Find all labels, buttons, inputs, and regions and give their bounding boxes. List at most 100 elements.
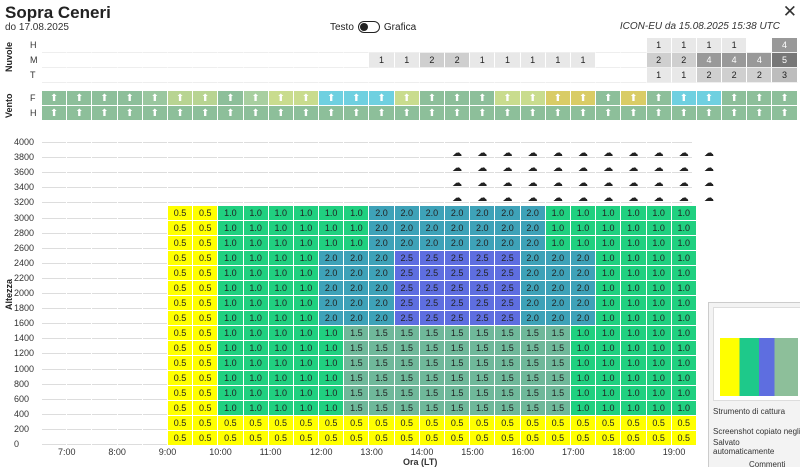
wind-arrow-icon: ⬆ — [117, 106, 143, 121]
thermal-cell: 1.0 — [243, 356, 269, 371]
thermal-cell: ☁ — [671, 191, 697, 206]
thermal-cell — [268, 161, 294, 176]
thermal-cell — [42, 191, 68, 206]
thermal-cell: 1.0 — [646, 386, 672, 401]
thermal-cell — [394, 176, 420, 191]
thermal-cell — [67, 236, 93, 251]
thermal-cell: 1.5 — [520, 326, 546, 341]
thermal-cell: 1.0 — [268, 206, 294, 221]
snip-notification[interactable]: Strumento di cattura Screenshot copiato … — [708, 302, 800, 469]
thermal-cell: 1.0 — [319, 386, 345, 401]
thermal-cell: 1.0 — [671, 236, 697, 251]
thermal-cell: 1.5 — [369, 401, 395, 416]
snip-thumbnail[interactable] — [713, 307, 800, 401]
thermal-cell — [142, 401, 168, 416]
close-icon[interactable]: ✕ — [782, 2, 797, 21]
thermal-cell — [193, 146, 219, 161]
thermal-cell — [319, 131, 345, 146]
thermal-cell — [67, 161, 93, 176]
cloud-cell — [495, 38, 521, 53]
wind-arrow-icon: ⬆ — [671, 91, 697, 106]
thermal-cell: 0.5 — [167, 371, 194, 386]
thermal-cell: 0.5 — [167, 311, 194, 326]
thermal-cell: 2.5 — [419, 251, 445, 266]
thermal-cell: 1.0 — [671, 326, 697, 341]
thermal-cell: 2.0 — [369, 221, 395, 236]
cloud-cell: 1 — [722, 38, 748, 53]
cloud-cell: 1 — [495, 53, 521, 68]
x-tick-label: 17:00 — [562, 447, 585, 457]
wind-arrow-icon: ⬆ — [772, 106, 798, 121]
wind-arrow-icon: ⬆ — [92, 91, 118, 106]
cloud-cell — [293, 68, 320, 83]
thermal-cell: 2.0 — [369, 236, 395, 251]
thermal-cell: 1.0 — [293, 251, 320, 266]
thermal-cell — [142, 251, 168, 266]
thermal-cell: 0.5 — [495, 431, 521, 446]
y-tick-label: 1600 — [14, 318, 35, 329]
vento-label: Vento — [4, 93, 14, 118]
thermal-cell — [344, 191, 370, 206]
thermal-cell: 1.0 — [218, 401, 244, 416]
toggle-switch[interactable] — [357, 21, 380, 33]
thermal-cell — [344, 161, 370, 176]
thermal-cell: 1.0 — [646, 341, 672, 356]
thermal-cell: 1.0 — [268, 386, 294, 401]
nuvole-label: Nuvole — [4, 41, 14, 72]
thermal-cell: 2.0 — [520, 296, 546, 311]
thermal-cell: 0.5 — [394, 416, 420, 431]
thermal-cell: 0.5 — [621, 416, 647, 431]
thermal-cell: 0.5 — [419, 431, 445, 446]
thermal-cell: 1.0 — [621, 266, 647, 281]
thermal-cell — [92, 386, 118, 401]
thermal-cell: 2.0 — [520, 281, 546, 296]
thermal-cell: 1.5 — [520, 401, 546, 416]
thermal-cell: 0.5 — [495, 416, 521, 431]
thermal-cell: 1.0 — [293, 236, 320, 251]
thermal-cell: 1.0 — [596, 326, 622, 341]
cloud-cell — [67, 38, 93, 53]
wind-arrow-icon: ⬆ — [42, 91, 68, 106]
wind-arrow-icon: ⬆ — [570, 106, 597, 121]
cloud-cell — [596, 38, 622, 53]
thermal-cell: 1.0 — [293, 401, 320, 416]
thermal-cell: 1.5 — [419, 341, 445, 356]
thermal-cell: 1.0 — [621, 206, 647, 221]
thermal-cell — [167, 131, 194, 146]
thermal-cell: 2.5 — [394, 311, 420, 326]
thermal-cell: 1.0 — [596, 356, 622, 371]
thermal-cell: 2.0 — [545, 311, 571, 326]
thermal-cell — [243, 176, 269, 191]
thermal-cell — [193, 131, 219, 146]
wind-arrow-icon: ⬆ — [596, 106, 622, 121]
thermal-cell: 1.0 — [268, 341, 294, 356]
thermal-cell: 1.0 — [218, 386, 244, 401]
wind-arrow-icon: ⬆ — [671, 106, 697, 121]
thermal-cell — [520, 131, 546, 146]
thermal-cell — [117, 371, 143, 386]
thermal-cell: 0.5 — [167, 356, 194, 371]
thermal-cell: 1.5 — [520, 356, 546, 371]
thermal-cell — [142, 356, 168, 371]
view-toggle[interactable]: Testo Grafica — [330, 21, 416, 33]
wind-arrow-icon: ⬆ — [268, 91, 294, 106]
y-tick-label: 1000 — [14, 363, 35, 374]
thermal-cell: ☁ — [696, 161, 723, 176]
thermal-cell: ☁ — [495, 191, 521, 206]
thermal-cell: 1.0 — [596, 371, 622, 386]
thermal-cell: 1.0 — [243, 266, 269, 281]
y-tick-label: 200 — [14, 423, 30, 434]
thermal-cell: 0.5 — [520, 431, 546, 446]
thermal-cell — [67, 176, 93, 191]
thermal-cell: 1.0 — [570, 206, 597, 221]
cloud-cell — [167, 68, 194, 83]
thermal-cell — [92, 266, 118, 281]
thermal-cell: ☁ — [646, 176, 672, 191]
cloud-cell — [142, 68, 168, 83]
thermal-cell — [293, 191, 320, 206]
thermal-cell — [167, 161, 194, 176]
thermal-cell: 2.5 — [394, 281, 420, 296]
thermal-cell — [722, 266, 748, 281]
cloud-cell — [167, 53, 194, 68]
thermal-cell — [117, 416, 143, 431]
